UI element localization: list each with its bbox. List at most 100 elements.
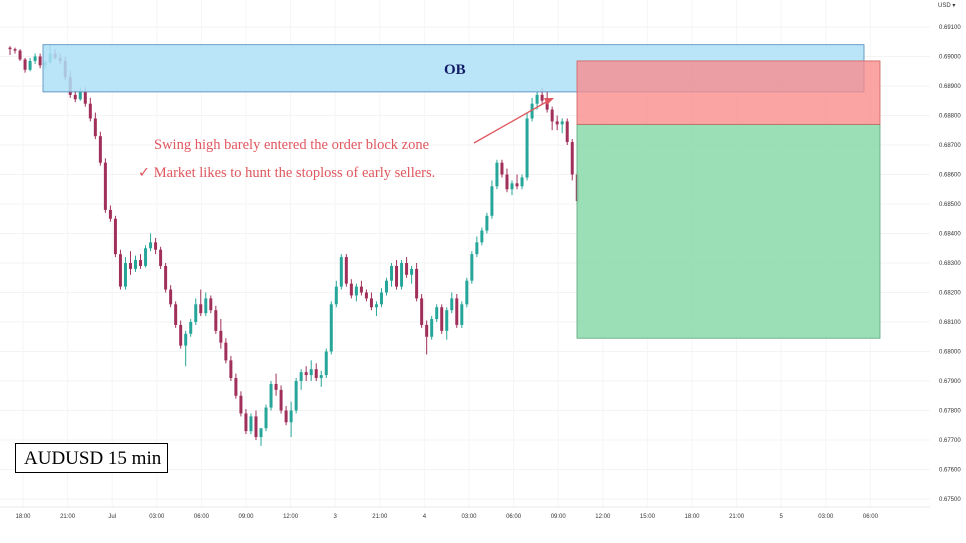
candle-body [108,209,112,219]
candle-body [420,298,424,325]
price-axis: 0.69100 0.69000 0.68900 0.68800 0.68700 0.686… [939,25,961,503]
candle-body [113,218,117,255]
x-tick-label: 4 [423,514,427,520]
candle-body [33,56,37,61]
candle-body [339,257,343,287]
candle-body [38,56,42,66]
candle-body [505,174,509,190]
candle-body [495,162,499,187]
time-axis: 18:00 21:00 Jul 03:00 06:00 09:00 12:00 3 21:00 4… [0,506,930,520]
candle-body [324,351,328,376]
y-tick-label: 0.69100 [939,25,961,31]
chart-title-box: AUDUSD 15 min [15,443,168,473]
annotation-arrow-head [544,98,554,105]
candle-body [570,142,574,175]
candle-body [304,372,308,376]
candle-body [23,59,27,70]
candle-body [98,136,102,163]
candle-body [465,280,469,305]
candle-body [405,263,409,275]
candle-body [274,383,278,390]
candle-body [369,298,373,308]
x-tick-label: Jul [108,514,116,520]
currency-label: USD ▾ [938,3,956,9]
candle-body [139,260,143,266]
candle-body [28,60,32,70]
x-tick-label: 03:00 [818,514,834,520]
y-tick-label: 0.68100 [939,320,961,326]
x-tick-label: 15:00 [640,514,656,520]
candle-body [455,298,459,325]
candle-body [395,265,399,287]
candle-body [445,310,449,331]
candle-body [400,263,404,287]
candle-body [289,410,293,423]
y-tick-label: 0.68700 [939,143,961,149]
candle-body [565,121,569,143]
candle-body [224,342,228,361]
candle-body [254,416,258,438]
y-tick-label: 0.68500 [939,202,961,208]
candle-body [490,186,494,216]
candle-body [385,280,388,293]
candle-body [18,50,22,60]
candle-body [530,103,534,119]
candle-body [299,372,303,381]
chevron-down-icon[interactable]: ▾ [952,3,956,9]
candle-body [475,242,479,255]
candle-body [144,248,148,266]
candle-body [88,103,92,119]
candle-body [349,283,353,296]
candle-body [8,47,12,50]
candle-body [540,94,544,101]
candle-body [73,94,77,100]
candle-body [354,286,358,296]
candle-body [118,254,122,287]
y-tick-label: 0.68000 [939,350,961,356]
x-tick-label: 12:00 [283,514,299,520]
candle-body [550,109,554,122]
candle-body [435,307,439,320]
zone-take-profit [576,123,881,339]
y-tick-label: 0.67800 [939,409,961,415]
candle-body [535,94,539,104]
candle-body [309,369,313,376]
y-tick-label: 0.68600 [939,173,961,179]
candle-body [520,177,524,187]
candle-body [319,375,323,379]
x-tick-label: 03:00 [461,514,477,520]
x-tick-label: 09:00 [551,514,567,520]
candle-body [485,215,489,231]
candle-body [214,310,218,331]
x-tick-label: 09:00 [238,514,254,520]
y-tick-label: 0.68300 [939,261,961,267]
candle-body [204,298,208,314]
ob-label: OB [444,62,466,78]
candle-body [179,324,183,346]
candle-body [279,389,283,411]
candle-body [555,121,559,125]
candle-body [560,121,564,125]
x-tick-label: 06:00 [194,514,210,520]
candle-body [234,378,238,396]
annotation-swing-high: Swing high barely entered the order bloc… [154,137,429,153]
candle-body [364,292,368,299]
y-tick-label: 0.68200 [939,291,961,297]
candle-body [103,162,107,210]
candle-body [410,268,414,275]
x-tick-label: 12:00 [595,514,611,520]
candle-body [259,428,263,438]
candle-body [123,263,127,287]
candle-body [344,257,348,284]
candle-body [329,304,333,352]
candle-body [515,183,519,187]
candle-body [500,162,504,175]
candle-body [334,286,338,305]
candle-body [194,304,198,322]
y-tick-label: 0.68800 [939,114,961,120]
candle-body [164,265,168,290]
candle-body [379,292,383,305]
y-tick-label: 0.68400 [939,232,961,238]
candle-body [199,304,203,314]
